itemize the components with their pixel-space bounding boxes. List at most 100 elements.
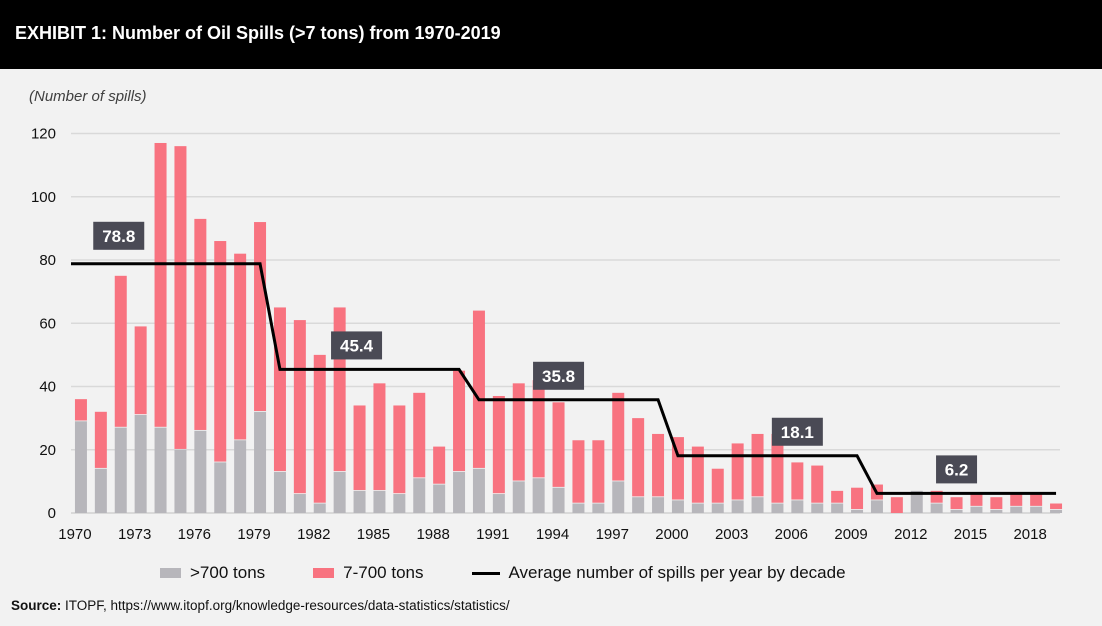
bar-medium-1989 bbox=[453, 370, 466, 472]
bar-large-1994 bbox=[552, 487, 565, 513]
bar-large-1997 bbox=[612, 481, 625, 513]
bar-medium-1974 bbox=[154, 142, 167, 427]
bar-large-1970 bbox=[74, 421, 87, 513]
bar-large-1987 bbox=[413, 478, 426, 513]
bar-large-2005 bbox=[771, 503, 784, 513]
average-label-box bbox=[93, 221, 145, 250]
chart-title: EXHIBIT 1: Number of Oil Spills (>7 tons… bbox=[15, 23, 501, 43]
bar-medium-2004 bbox=[751, 433, 764, 497]
bar-large-2002 bbox=[711, 503, 724, 513]
bar-large-1993 bbox=[532, 478, 545, 513]
bar-medium-1984 bbox=[353, 405, 366, 491]
x-tick-label: 1970 bbox=[58, 526, 91, 543]
bar-medium-2008 bbox=[831, 490, 844, 503]
bar-medium-2018 bbox=[1030, 494, 1043, 506]
y-tick-label: 40 bbox=[39, 379, 56, 396]
average-label-1970-1979: 78.8 bbox=[93, 221, 145, 250]
average-line-group bbox=[71, 262, 1057, 495]
average-label-text: 18.1 bbox=[781, 423, 814, 442]
legend-label-medium: 7-700 tons bbox=[343, 563, 424, 582]
bar-medium-1982 bbox=[313, 354, 326, 503]
bar-medium-1995 bbox=[572, 440, 585, 503]
bar-medium-2007 bbox=[811, 465, 824, 503]
bar-large-1991 bbox=[492, 494, 505, 513]
x-tick-label: 2012 bbox=[894, 526, 927, 543]
bar-medium-1975 bbox=[174, 146, 187, 449]
y-tick-label: 120 bbox=[31, 126, 56, 143]
average-label-box bbox=[533, 361, 585, 390]
y-tick-label: 60 bbox=[39, 315, 56, 332]
y-axis-ticks: 0 20 40 60 80 100 120 bbox=[31, 126, 56, 523]
bar-medium-1987 bbox=[413, 392, 426, 478]
x-tick-label: 1979 bbox=[237, 526, 270, 543]
average-label-text: 78.8 bbox=[102, 227, 135, 246]
bar-large-1996 bbox=[592, 503, 605, 513]
x-axis-ticks: 1970 1973 1976 1979 1982 1985 1988 1991 1994 1997… bbox=[58, 526, 1047, 543]
legend: >700 tons 7-700 tons Average number of s… bbox=[160, 562, 894, 584]
title-bar: EXHIBIT 1: Number of Oil Spills (>7 tons… bbox=[0, 0, 1102, 69]
bar-medium-1985 bbox=[373, 383, 386, 491]
bar-medium-1991 bbox=[492, 395, 505, 494]
bar-large-2016 bbox=[990, 509, 1003, 513]
bar-large-2008 bbox=[831, 503, 844, 513]
y-tick-label: 80 bbox=[39, 252, 56, 269]
bar-medium-2016 bbox=[990, 497, 1003, 510]
bar-large-1974 bbox=[154, 427, 167, 513]
bar-medium-2005 bbox=[771, 433, 784, 503]
x-tick-label: 1982 bbox=[297, 526, 330, 543]
bar-large-2015 bbox=[970, 506, 983, 513]
bar-medium-2003 bbox=[731, 443, 744, 500]
bar-large-1982 bbox=[313, 503, 326, 513]
bar-medium-2000 bbox=[671, 437, 684, 500]
bar-medium-2001 bbox=[691, 446, 704, 503]
bar-medium-1972 bbox=[114, 275, 127, 427]
bar-medium-1986 bbox=[393, 405, 406, 494]
bar-large-2017 bbox=[1010, 506, 1023, 513]
bar-medium-1988 bbox=[433, 446, 446, 484]
bar-medium-1994 bbox=[552, 402, 565, 487]
bar-large-1984 bbox=[353, 490, 366, 513]
bar-large-2000 bbox=[671, 500, 684, 513]
bar-medium-1999 bbox=[652, 433, 665, 497]
y-axis-label: (Number of spills) bbox=[29, 88, 147, 105]
bar-large-1992 bbox=[512, 481, 525, 513]
bar-large-1971 bbox=[94, 468, 107, 513]
bar-medium-1992 bbox=[512, 383, 525, 481]
bar-medium-2014 bbox=[950, 497, 963, 510]
average-label-box bbox=[331, 331, 383, 360]
legend-item-large: >700 tons bbox=[160, 563, 265, 583]
average-label-box bbox=[771, 417, 823, 446]
bar-medium-2002 bbox=[711, 468, 724, 503]
bar-large-1975 bbox=[174, 449, 187, 513]
bar-large-2019 bbox=[1050, 509, 1063, 513]
bar-medium-1970 bbox=[74, 399, 87, 421]
bar-medium-1981 bbox=[293, 320, 306, 494]
x-tick-label: 2015 bbox=[954, 526, 987, 543]
bar-medium-1976 bbox=[194, 218, 207, 430]
bar-medium-1996 bbox=[592, 440, 605, 503]
bar-large-1979 bbox=[254, 411, 267, 513]
bar-large-1988 bbox=[433, 484, 446, 513]
bar-medium-2013 bbox=[930, 490, 943, 503]
bar-medium-1998 bbox=[632, 418, 645, 497]
legend-item-medium: 7-700 tons bbox=[313, 563, 424, 583]
bar-large-1981 bbox=[293, 494, 306, 513]
x-tick-label: 1973 bbox=[118, 526, 151, 543]
bar-medium-2009 bbox=[851, 487, 864, 510]
bar-medium-2019 bbox=[1050, 503, 1063, 510]
x-tick-label: 2000 bbox=[655, 526, 688, 543]
bar-large-2009 bbox=[851, 509, 864, 513]
source-note: Source: ITOPF, https://www.itopf.org/kno… bbox=[11, 598, 510, 613]
bar-medium-1980 bbox=[273, 307, 286, 472]
bar-large-1998 bbox=[632, 497, 645, 513]
average-label-box bbox=[936, 455, 978, 484]
legend-swatch-medium bbox=[313, 568, 335, 578]
average-label-text: 35.8 bbox=[542, 367, 575, 386]
bar-large-1995 bbox=[572, 503, 585, 513]
average-labels: 78.8 45.4 35.8 18.1 6.2 bbox=[93, 221, 978, 484]
bar-large-2013 bbox=[930, 503, 943, 513]
x-tick-label: 1991 bbox=[476, 526, 509, 543]
legend-swatch-average-line bbox=[471, 571, 500, 575]
bar-medium-2015 bbox=[970, 494, 983, 506]
bar-large-2001 bbox=[691, 503, 704, 513]
